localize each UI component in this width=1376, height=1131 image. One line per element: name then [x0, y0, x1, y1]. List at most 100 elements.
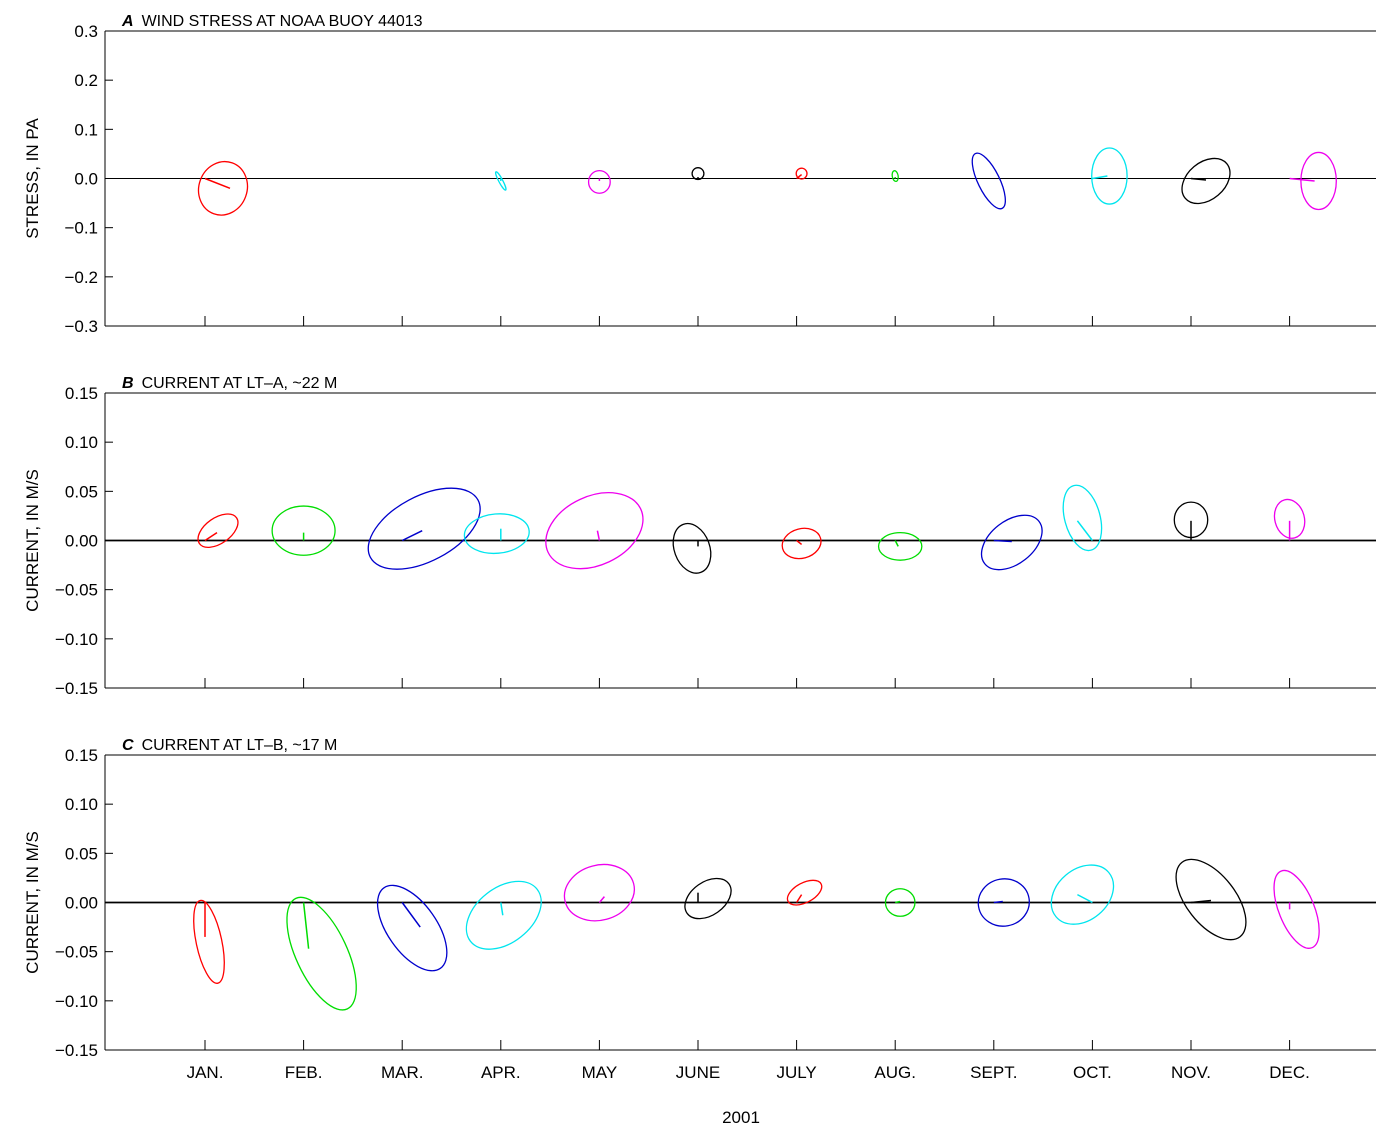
- panel-title-text: WIND STRESS AT NOAA BUOY 44013: [142, 13, 423, 30]
- y-axis-label: STRESS, IN PA: [23, 118, 42, 239]
- y-axis-label: CURRENT, IN M/S: [23, 831, 42, 974]
- mean-vector-may: [598, 896, 605, 903]
- variance-ellipse-july: [786, 879, 823, 906]
- variance-ellipse-dec: [1273, 498, 1306, 539]
- variance-ellipse-jan: [193, 899, 225, 984]
- variance-ellipse-oct: [1062, 484, 1103, 552]
- y-tick-label: 0.1: [74, 120, 98, 139]
- variance-ellipse-aug: [877, 531, 923, 561]
- mean-vector-oct: [1076, 520, 1093, 541]
- panels: 0.3 0.2 0.1 0.0 −0.1 −0.2 −0.3 A WIND STRESS AT …: [23, 13, 1376, 1082]
- variance-ellipse-oct: [1050, 864, 1115, 925]
- panel-letter: C: [122, 737, 134, 754]
- variance-ellipse-mar: [376, 884, 448, 972]
- panel-letter: A: [121, 13, 134, 30]
- panel-title: A WIND STRESS AT NOAA BUOY 44013: [121, 13, 423, 30]
- panel-title-text: CURRENT AT LT–B, ~17 M: [142, 737, 338, 754]
- panel-letter: B: [122, 375, 134, 392]
- x-tick-label: MAR.: [381, 1063, 424, 1082]
- x-axis-label: 2001: [722, 1108, 760, 1127]
- y-tick-label: −0.10: [55, 630, 98, 649]
- mean-vector-aug: [894, 540, 899, 547]
- x-tick-label: DEC.: [1269, 1063, 1310, 1082]
- y-tick-label: −0.1: [64, 219, 98, 238]
- x-tick-label: OCT.: [1073, 1063, 1112, 1082]
- mean-vector-july: [795, 894, 803, 903]
- panel-title-text: CURRENT AT LT–A, ~22 M: [142, 375, 338, 392]
- variance-ellipse-july: [781, 527, 822, 560]
- panel-a: 0.3 0.2 0.1 0.0 −0.1 −0.2 −0.3 A WIND STRESS AT …: [23, 13, 1376, 336]
- mean-vector-dec: [1289, 177, 1315, 182]
- mean-vector-oct: [1092, 175, 1108, 180]
- y-tick-label: 0.2: [74, 71, 98, 90]
- variance-ellipse-oct: [1091, 147, 1128, 205]
- variance-ellipse-may: [587, 169, 611, 194]
- x-tick-label: JAN.: [187, 1063, 224, 1082]
- mean-vector-aug: [895, 900, 901, 904]
- y-tick-label: −0.2: [64, 268, 98, 287]
- y-axis-label: CURRENT, IN M/S: [23, 469, 42, 612]
- variance-ellipse-aug: [891, 170, 899, 183]
- variance-ellipse-sept: [977, 878, 1030, 927]
- variance-ellipse-jan: [197, 160, 249, 216]
- mean-vector-nov: [1190, 899, 1212, 904]
- panel-c: 0.15 0.10 0.05 0.00 −0.05 −0.10 −0.15 C CURRENT …: [23, 737, 1376, 1082]
- variance-ellipse-aug: [884, 888, 916, 917]
- variance-ellipse-feb: [271, 505, 336, 556]
- variance-ellipse-sept: [971, 152, 1006, 210]
- panel-b: 0.15 0.10 0.05 0.00 −0.05 −0.10 −0.15 B CURRENT …: [23, 375, 1376, 698]
- panel-title: C CURRENT AT LT–B, ~17 M: [122, 737, 337, 754]
- y-tick-label: 0.15: [65, 746, 98, 765]
- y-tick-label: 0.05: [65, 844, 98, 863]
- mean-vector-mar: [401, 529, 423, 542]
- variance-ellipse-june: [691, 167, 705, 181]
- variance-ellipse-sept: [980, 514, 1043, 571]
- mean-vector-may: [596, 530, 601, 541]
- mean-vector-oct: [1077, 893, 1093, 904]
- x-tick-label: JUNE: [676, 1063, 720, 1082]
- variance-ellipse-mar: [367, 487, 481, 570]
- mean-vector-july: [796, 173, 803, 180]
- y-tick-label: 0.10: [65, 795, 98, 814]
- x-tick-label: NOV.: [1171, 1063, 1211, 1082]
- x-tick-label: AUG.: [874, 1063, 916, 1082]
- y-tick-label: 0.00: [65, 532, 98, 551]
- mean-vector-jan: [204, 177, 231, 190]
- mean-vector-nov: [1190, 177, 1207, 181]
- y-tick-label: 0.3: [74, 22, 98, 41]
- mean-vector-july: [796, 539, 803, 546]
- variance-ellipse-june: [684, 877, 732, 920]
- variance-ellipse-may: [545, 492, 644, 570]
- y-tick-label: −0.15: [55, 1041, 98, 1060]
- variance-ellipse-jan: [197, 513, 239, 548]
- y-tick-label: 0.15: [65, 384, 98, 403]
- variance-ellipse-july: [795, 167, 808, 180]
- variance-ellipse-dec: [1300, 151, 1337, 211]
- y-tick-label: −0.10: [55, 992, 98, 1011]
- mean-vector-apr: [500, 902, 504, 916]
- mean-vector-jan: [204, 532, 218, 542]
- y-tick-label: 0.0: [74, 170, 98, 189]
- variance-ellipse-may: [563, 863, 635, 922]
- variance-ellipse-feb: [286, 896, 357, 1011]
- variance-ellipse-nov: [1181, 157, 1231, 205]
- x-tick-label: SEPT.: [970, 1063, 1017, 1082]
- y-tick-label: 0.10: [65, 433, 98, 452]
- mean-vector-feb: [302, 902, 310, 949]
- panel-title: B CURRENT AT LT–A, ~22 M: [122, 375, 337, 392]
- mean-vector-sept: [993, 539, 1012, 543]
- mean-vector-sept: [993, 900, 1003, 904]
- variance-ellipse-june: [672, 522, 712, 574]
- y-tick-label: −0.3: [64, 317, 98, 336]
- x-tick-label: FEB.: [285, 1063, 323, 1082]
- variance-ellipse-nov: [1175, 858, 1247, 941]
- variance-ellipse-apr: [495, 171, 507, 191]
- mean-vector-mar: [401, 902, 421, 928]
- x-tick-label: MAY: [582, 1063, 618, 1082]
- variance-ellipse-apr: [465, 880, 542, 950]
- y-tick-label: −0.15: [55, 679, 98, 698]
- y-tick-label: −0.05: [55, 581, 98, 600]
- variance-ellipse-apr: [463, 513, 530, 555]
- y-tick-label: −0.05: [55, 943, 98, 962]
